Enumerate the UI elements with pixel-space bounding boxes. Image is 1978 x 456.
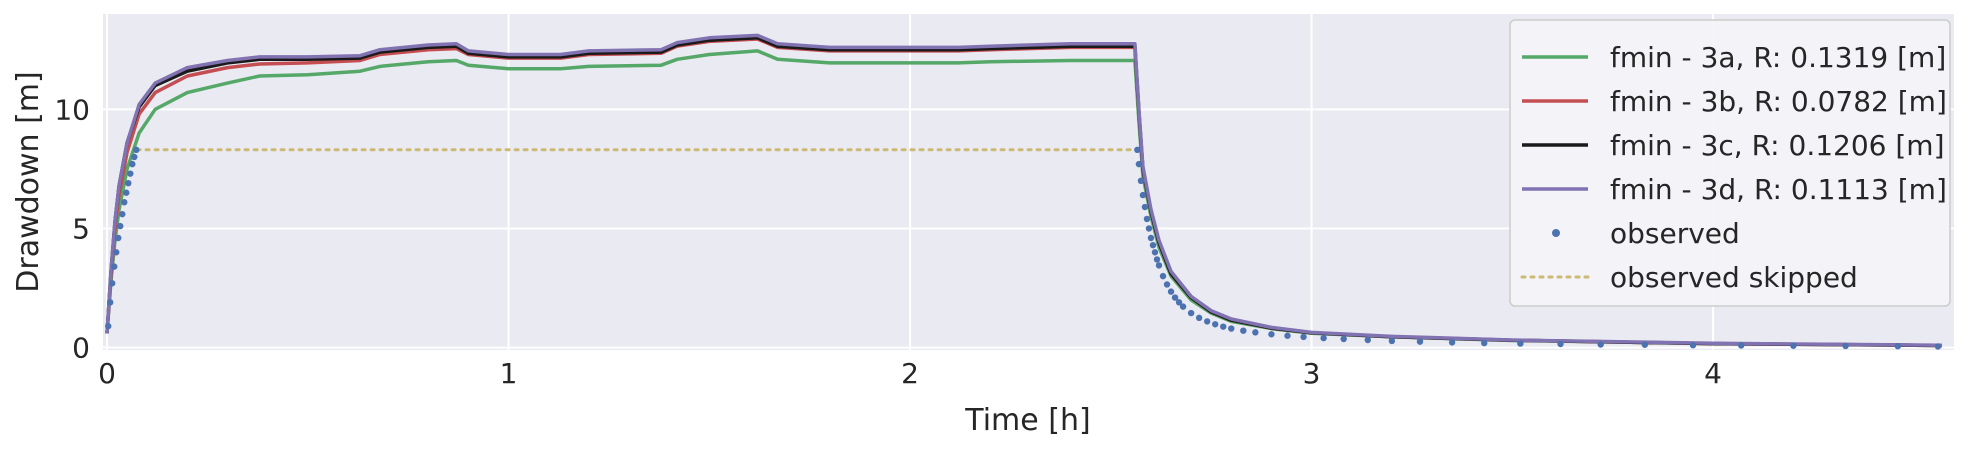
series-3-line: [105, 33, 1943, 347]
observed-point: [1149, 241, 1157, 249]
observed-point: [111, 263, 118, 270]
x-tick-label: 0: [98, 357, 116, 390]
observed-point: [1448, 339, 1456, 346]
legend-label-1: fmin - 3b, R: 0.0782 [m]: [1610, 85, 1947, 118]
observed-point: [1134, 146, 1141, 154]
observed-point: [1141, 203, 1149, 211]
y-axis-label: Drawdown [m]: [11, 71, 46, 292]
x-tick-label: 4: [1704, 357, 1722, 390]
observed-point: [1284, 332, 1291, 339]
observed-point: [1597, 341, 1604, 348]
observed-point: [105, 322, 112, 330]
observed-point: [123, 189, 130, 196]
legend-label-0: fmin - 3a, R: 0.1319 [m]: [1610, 41, 1946, 74]
x-tick-label: 2: [901, 357, 919, 390]
observed-point: [1388, 337, 1396, 345]
series-layer: [105, 33, 1943, 350]
observed-point: [131, 153, 138, 161]
x-axis-label: Time [h]: [964, 403, 1090, 438]
observed-point: [1187, 309, 1195, 317]
series-4-points: [105, 146, 1942, 350]
observed-point: [1557, 340, 1564, 348]
observed-point: [1147, 234, 1155, 242]
tick-labels: 0 1 2 3 4 0 5 10: [54, 93, 1722, 390]
legend-label-4: observed: [1610, 217, 1740, 250]
observed-point: [1212, 321, 1219, 328]
observed-point: [117, 222, 124, 230]
legend-box: [1509, 19, 1951, 307]
observed-point: [1252, 329, 1259, 336]
observed-point: [1135, 160, 1143, 168]
observed-point: [1155, 262, 1163, 269]
legend-label-5: observed skipped: [1610, 261, 1858, 294]
observed-point: [1163, 281, 1171, 288]
observed-point: [1340, 335, 1347, 343]
observed-point: [1320, 334, 1327, 342]
observed-point: [1159, 272, 1167, 280]
observed-point: [1268, 331, 1275, 338]
observed-point: [1153, 256, 1161, 263]
legend-label-2: fmin - 3c, R: 0.1206 [m]: [1610, 129, 1945, 162]
y-tick-label: 10: [54, 93, 90, 126]
observed-point: [1300, 333, 1307, 341]
observed-point: [1139, 191, 1147, 199]
observed-point: [129, 160, 136, 168]
observed-point: [121, 199, 128, 206]
legend-marker-observed: [1552, 229, 1560, 237]
observed-point: [1416, 338, 1424, 345]
observed-point: [1737, 342, 1745, 349]
observed-point: [1641, 341, 1649, 348]
observed-point: [1179, 303, 1187, 310]
y-tick-label: 0: [72, 332, 90, 365]
observed-point: [107, 299, 114, 306]
observed-point: [119, 210, 126, 218]
observed-point: [1790, 342, 1797, 349]
observed-point: [1175, 299, 1183, 306]
x-tick-label: 1: [500, 357, 518, 390]
observed-point: [1143, 215, 1151, 223]
observed-point: [1151, 249, 1159, 256]
observed-point: [133, 146, 140, 154]
observed-point: [115, 234, 122, 242]
observed-point: [1137, 177, 1145, 185]
observed-point: [1689, 342, 1697, 349]
observed-point: [1240, 327, 1247, 334]
legend: fmin - 3a, R: 0.1319 [m] fmin - 3b, R: 0.…: [1509, 19, 1951, 307]
legend-label-3: fmin - 3d, R: 0.1113 [m]: [1610, 173, 1947, 206]
observed-point: [1894, 342, 1901, 350]
observed-point: [127, 170, 134, 177]
observed-point: [1842, 342, 1849, 350]
x-tick-label: 3: [1303, 357, 1321, 390]
observed-point: [109, 280, 116, 287]
observed-point: [113, 249, 120, 256]
y-tick-label: 5: [72, 212, 90, 245]
observed-point: [1228, 325, 1235, 332]
observed-point: [1517, 340, 1524, 347]
observed-point: [1145, 225, 1153, 232]
observed-point: [125, 179, 132, 187]
observed-point: [1481, 339, 1488, 347]
observed-point: [1195, 314, 1203, 322]
observed-point: [1203, 318, 1211, 325]
observed-point: [1220, 323, 1227, 330]
observed-point: [1171, 294, 1179, 301]
observed-point: [1364, 336, 1371, 344]
observed-point: [1167, 288, 1175, 295]
observed-point: [1934, 343, 1942, 350]
